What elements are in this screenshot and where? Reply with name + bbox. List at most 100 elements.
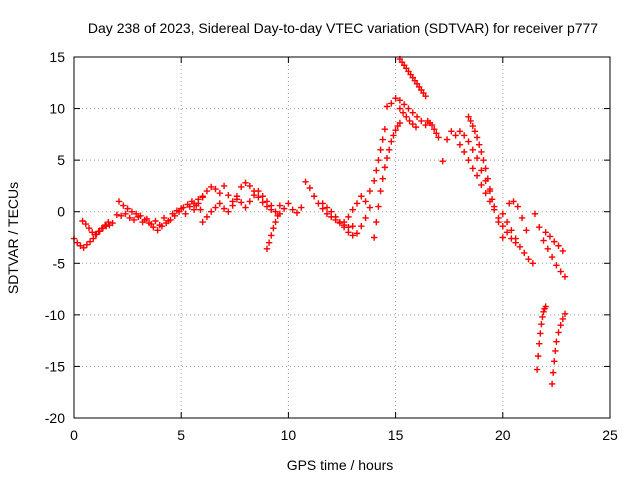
data-point-marker — [409, 109, 416, 116]
data-point-marker — [323, 204, 331, 211]
data-point-marker — [510, 198, 517, 205]
data-point-marker — [461, 148, 468, 156]
data-point-marker — [385, 146, 393, 154]
data-point-marker — [405, 105, 412, 112]
x-tick-label: 0 — [70, 427, 78, 443]
data-point-marker — [80, 244, 87, 252]
data-point-marker — [345, 213, 352, 221]
data-point-marker — [521, 249, 528, 257]
data-point-marker — [340, 218, 348, 226]
data-point-marker — [469, 146, 476, 154]
data-point-marker — [433, 130, 440, 137]
data-point-marker — [465, 113, 472, 121]
data-point-marker — [212, 185, 219, 193]
data-point-marker — [392, 127, 399, 134]
data-point-marker — [484, 175, 491, 182]
data-point-marker — [246, 198, 254, 205]
data-point-marker — [220, 205, 228, 212]
data-point-marker — [197, 206, 204, 213]
data-point-marker — [388, 138, 395, 145]
data-point-marker — [555, 329, 562, 336]
data-point-marker — [430, 126, 438, 133]
axis-ticks: 0 5 10 15 20 25 -20 -15 -10 -5 0 5 10 15 — [45, 49, 618, 443]
data-point-marker — [263, 198, 271, 205]
data-point-marker — [561, 310, 569, 318]
data-point-marker — [559, 247, 567, 255]
data-point-marker — [531, 210, 539, 217]
data-point-marker — [349, 206, 356, 213]
data-point-marker — [328, 208, 335, 215]
data-segment — [370, 119, 404, 241]
y-tick-label: -10 — [45, 307, 65, 323]
data-point-marker — [141, 216, 148, 224]
data-point-marker — [203, 213, 211, 221]
data-point-marker — [171, 212, 178, 220]
data-point-marker — [548, 253, 556, 261]
data-point-marker — [208, 208, 215, 215]
data-point-marker — [377, 187, 384, 195]
data-point-marker — [332, 213, 339, 221]
data-point-marker — [101, 221, 109, 229]
data-point-marker — [525, 255, 532, 263]
data-point-marker — [379, 175, 386, 182]
data-point-marker — [478, 181, 485, 189]
data-point-marker — [79, 217, 86, 225]
data-point-marker — [128, 208, 136, 215]
data-point-marker — [323, 210, 331, 217]
x-tick-label: 25 — [602, 427, 618, 443]
data-point-marker — [145, 219, 153, 227]
data-point-marker — [74, 239, 81, 246]
data-point-marker — [379, 136, 386, 143]
data-segment — [424, 117, 506, 241]
data-point-marker — [95, 228, 102, 235]
data-point-marker — [353, 230, 361, 237]
data-point-marker — [362, 214, 369, 222]
data-point-marker — [534, 352, 542, 360]
y-tick-label: 15 — [49, 49, 65, 65]
data-point-marker — [190, 206, 198, 213]
data-point-marker — [306, 184, 314, 192]
data-point-marker — [392, 95, 399, 102]
data-point-marker — [480, 156, 487, 164]
data-point-marker — [559, 315, 567, 323]
data-point-marker — [551, 238, 558, 245]
data-point-marker — [473, 134, 481, 141]
y-tick-label: 10 — [49, 101, 65, 117]
data-point-marker — [310, 193, 318, 200]
data-point-marker — [216, 189, 223, 197]
data-point-marker — [259, 193, 266, 200]
data-point-marker — [115, 198, 123, 205]
data-point-marker — [199, 218, 206, 226]
data-point-marker — [89, 229, 96, 236]
data-segment — [79, 217, 112, 238]
data-point-marker — [280, 205, 288, 212]
data-point-marker — [126, 214, 133, 222]
data-point-marker — [208, 183, 215, 191]
data-point-marker — [396, 119, 404, 127]
data-point-marker — [184, 201, 191, 208]
data-point-marker — [469, 165, 476, 172]
data-point-marker — [375, 156, 382, 164]
data-point-marker — [471, 128, 479, 135]
data-point-marker — [85, 225, 93, 232]
data-point-marker — [448, 128, 455, 135]
data-point-marker — [113, 211, 121, 219]
data-point-marker — [551, 358, 558, 365]
data-point-marker — [456, 128, 464, 135]
data-point-marker — [413, 113, 421, 121]
data-point-marker — [478, 148, 485, 156]
data-points — [70, 55, 569, 388]
data-point-marker — [499, 234, 506, 241]
data-point-marker — [90, 235, 97, 242]
data-point-marker — [124, 205, 131, 212]
data-point-marker — [160, 214, 168, 222]
data-point-marker — [250, 192, 258, 199]
data-point-marker — [533, 366, 541, 373]
data-point-marker — [375, 203, 382, 210]
data-point-marker — [503, 229, 511, 236]
data-point-marker — [557, 321, 564, 329]
data-point-marker — [272, 208, 279, 215]
data-point-marker — [412, 123, 420, 131]
data-point-marker — [549, 369, 557, 376]
data-point-marker — [366, 204, 374, 211]
